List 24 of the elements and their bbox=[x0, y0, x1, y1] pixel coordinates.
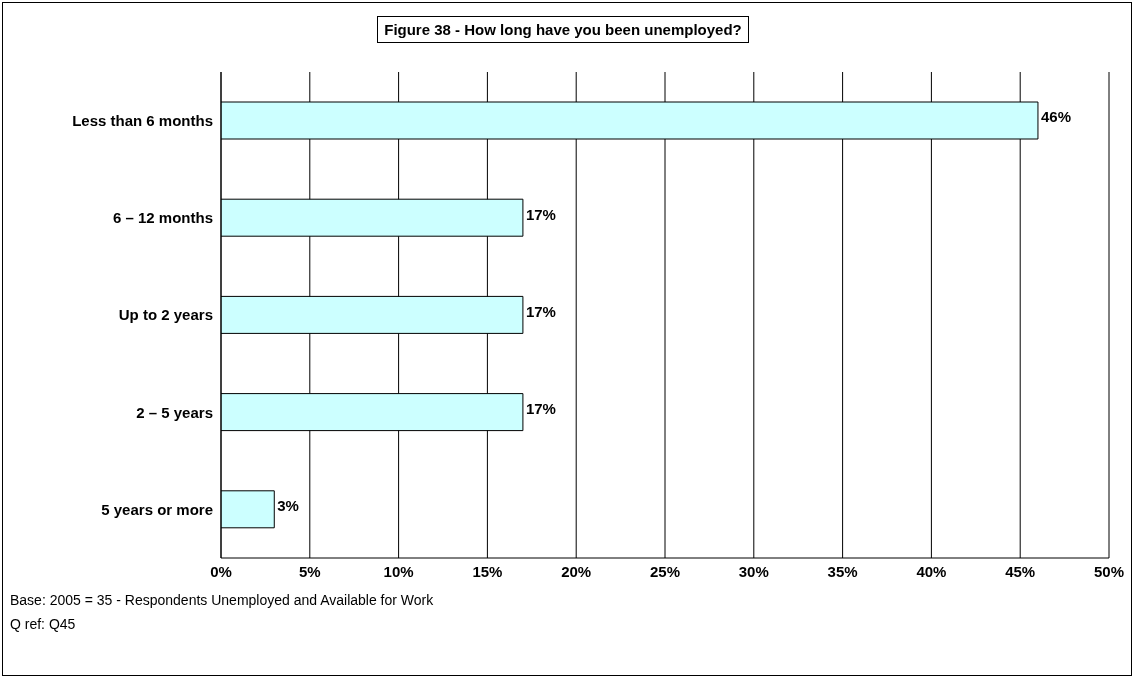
y-tick-label: Up to 2 years bbox=[118, 306, 213, 324]
y-tick-label: Less than 6 months bbox=[72, 111, 213, 129]
data-label: 3% bbox=[277, 497, 299, 515]
x-tick-label: 40% bbox=[916, 562, 947, 580]
x-tick-label: 0% bbox=[210, 562, 232, 580]
x-tick-label: 10% bbox=[383, 562, 414, 580]
data-label: 46% bbox=[1040, 108, 1071, 126]
y-tick-label: 5 years or more bbox=[101, 500, 213, 518]
x-tick-label: 45% bbox=[1005, 562, 1036, 580]
x-tick-label: 30% bbox=[738, 562, 769, 580]
x-tick-label: 15% bbox=[472, 562, 503, 580]
data-label: 17% bbox=[525, 400, 556, 418]
y-tick-label: 6 – 12 months bbox=[112, 209, 213, 227]
text: Q ref: Q45 bbox=[10, 616, 76, 632]
x-tick-label: 25% bbox=[649, 562, 681, 580]
x-tick-label: 35% bbox=[827, 562, 858, 580]
text: Base: 2005 = 35 - Respondents Unemployed and Available for Work bbox=[10, 592, 434, 608]
x-tick-label: 5% bbox=[298, 562, 321, 580]
y-tick-label: 2 – 5 years bbox=[136, 403, 213, 421]
data-label: 17% bbox=[525, 205, 556, 223]
data-label: 17% bbox=[525, 302, 556, 320]
x-tick-label: 20% bbox=[561, 562, 592, 580]
chart-title: Figure 38 - How long have you been unemployed? bbox=[377, 16, 749, 43]
x-tick-label: 50% bbox=[1093, 562, 1125, 580]
